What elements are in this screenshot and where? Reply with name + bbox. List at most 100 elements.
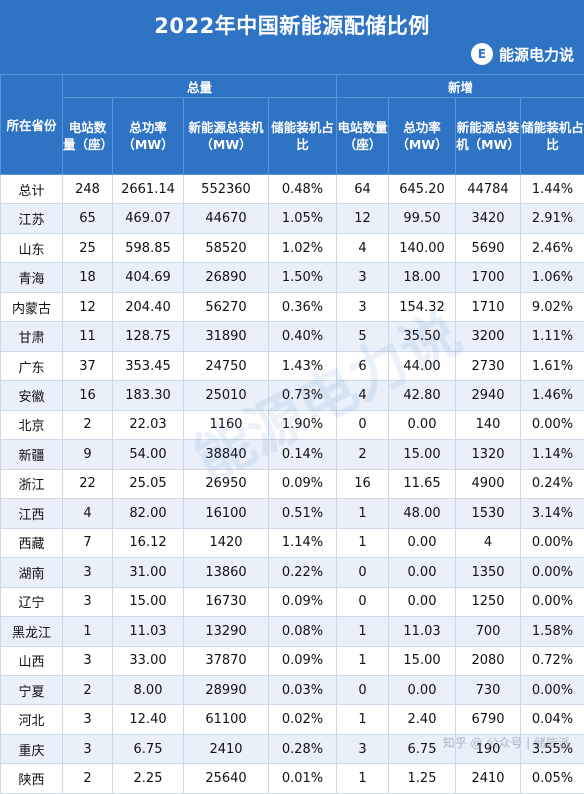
table-cell: 552360 — [184, 175, 269, 204]
table-cell: 1.05% — [269, 204, 337, 233]
province-cell: 江苏 — [1, 204, 63, 233]
table-cell: 3200 — [456, 322, 521, 351]
table-cell: 0.09% — [269, 587, 337, 616]
header-province: 所在省份 — [1, 75, 63, 175]
province-cell: 河北 — [1, 705, 63, 734]
table-cell: 58520 — [184, 233, 269, 262]
table-cell: 37 — [63, 351, 113, 380]
table-cell: 3420 — [456, 204, 521, 233]
table-cell: 2 — [337, 440, 389, 469]
table-cell: 4 — [456, 528, 521, 557]
province-cell: 重庆 — [1, 734, 63, 763]
table-cell: 3 — [63, 646, 113, 675]
table-cell: 0.73% — [269, 381, 337, 410]
table-cell: 5690 — [456, 233, 521, 262]
table-cell: 1710 — [456, 292, 521, 321]
table-cell: 65 — [63, 204, 113, 233]
table-cell: 1.25 — [389, 764, 456, 793]
table-cell: 42.80 — [389, 381, 456, 410]
table-cell: 730 — [456, 675, 521, 704]
table-cell: 12 — [337, 204, 389, 233]
table-cell: 15.00 — [389, 440, 456, 469]
table-cell: 82.00 — [113, 499, 184, 528]
table-cell: 15.00 — [113, 587, 184, 616]
header-stations-new: 电站数量（座） — [337, 98, 389, 175]
table-cell: 3 — [337, 292, 389, 321]
table-cell: 44670 — [184, 204, 269, 233]
table-cell: 1 — [337, 646, 389, 675]
table-cell: 1.14% — [269, 528, 337, 557]
table-cell: 0.00 — [389, 410, 456, 439]
table-cell: 3 — [63, 558, 113, 587]
table-cell: 1.61% — [521, 351, 584, 380]
table-cell: 37870 — [184, 646, 269, 675]
table-cell: 204.40 — [113, 292, 184, 321]
table-cell: 1.90% — [269, 410, 337, 439]
header-power: 总功率（MW） — [113, 98, 184, 175]
table-cell: 3 — [63, 705, 113, 734]
table-cell: 1 — [337, 764, 389, 793]
table-cell: 28990 — [184, 675, 269, 704]
province-cell: 新疆 — [1, 440, 63, 469]
table-cell: 1 — [337, 528, 389, 557]
table-cell: 18 — [63, 263, 113, 292]
table-cell: 1320 — [456, 440, 521, 469]
table-cell: 2 — [63, 764, 113, 793]
table-cell: 4 — [337, 233, 389, 262]
brand-name: 能源电力说 — [499, 44, 574, 65]
table-cell: 3.55% — [521, 734, 584, 763]
table-cell: 48.00 — [389, 499, 456, 528]
table-cell: 25640 — [184, 764, 269, 793]
province-cell: 陕西 — [1, 764, 63, 793]
table-cell: 1.02% — [269, 233, 337, 262]
table-cell: 2.46% — [521, 233, 584, 262]
table-cell: 16 — [63, 381, 113, 410]
table-cell: 6790 — [456, 705, 521, 734]
table-cell: 2 — [63, 410, 113, 439]
table-cell: 15.00 — [389, 646, 456, 675]
table-cell: 0.48% — [269, 175, 337, 204]
table-cell: 6 — [337, 351, 389, 380]
table-cell: 0.09% — [269, 646, 337, 675]
table-cell: 1700 — [456, 263, 521, 292]
table-cell: 0.03% — [269, 675, 337, 704]
table-cell: 598.85 — [113, 233, 184, 262]
table-cell: 38840 — [184, 440, 269, 469]
table-cell: 12.40 — [113, 705, 184, 734]
table-cell: 2410 — [456, 764, 521, 793]
table-cell: 0.09% — [269, 469, 337, 498]
page-title: 2022年中国新能源配储比例 — [0, 10, 584, 40]
province-cell: 浙江 — [1, 469, 63, 498]
header-capacity-total: 新能源总装机（MW） — [184, 98, 269, 175]
table-cell: 0.28% — [269, 734, 337, 763]
table-cell: 0.00 — [389, 675, 456, 704]
table-cell: 1160 — [184, 410, 269, 439]
table-cell: 2940 — [456, 381, 521, 410]
storage-ratio-table: 所在省份 总量 新增 电站数量（座） 总功率（MW） 新能源总装机（MW） 储能… — [0, 74, 584, 794]
table-cell: 22 — [63, 469, 113, 498]
province-cell: 安徽 — [1, 381, 63, 410]
table-cell: 0.00 — [389, 558, 456, 587]
brand: E 能源电力说 — [471, 43, 574, 65]
table-cell: 1.43% — [269, 351, 337, 380]
province-cell: 广东 — [1, 351, 63, 380]
table-cell: 4 — [337, 381, 389, 410]
table-cell: 469.07 — [113, 204, 184, 233]
table-cell: 11.65 — [389, 469, 456, 498]
table-cell: 0 — [337, 675, 389, 704]
header-group-new: 新增 — [337, 75, 584, 98]
table-cell: 1.44% — [521, 175, 584, 204]
table-cell: 6.75 — [113, 734, 184, 763]
table-cell: 2.91% — [521, 204, 584, 233]
table-cell: 26950 — [184, 469, 269, 498]
